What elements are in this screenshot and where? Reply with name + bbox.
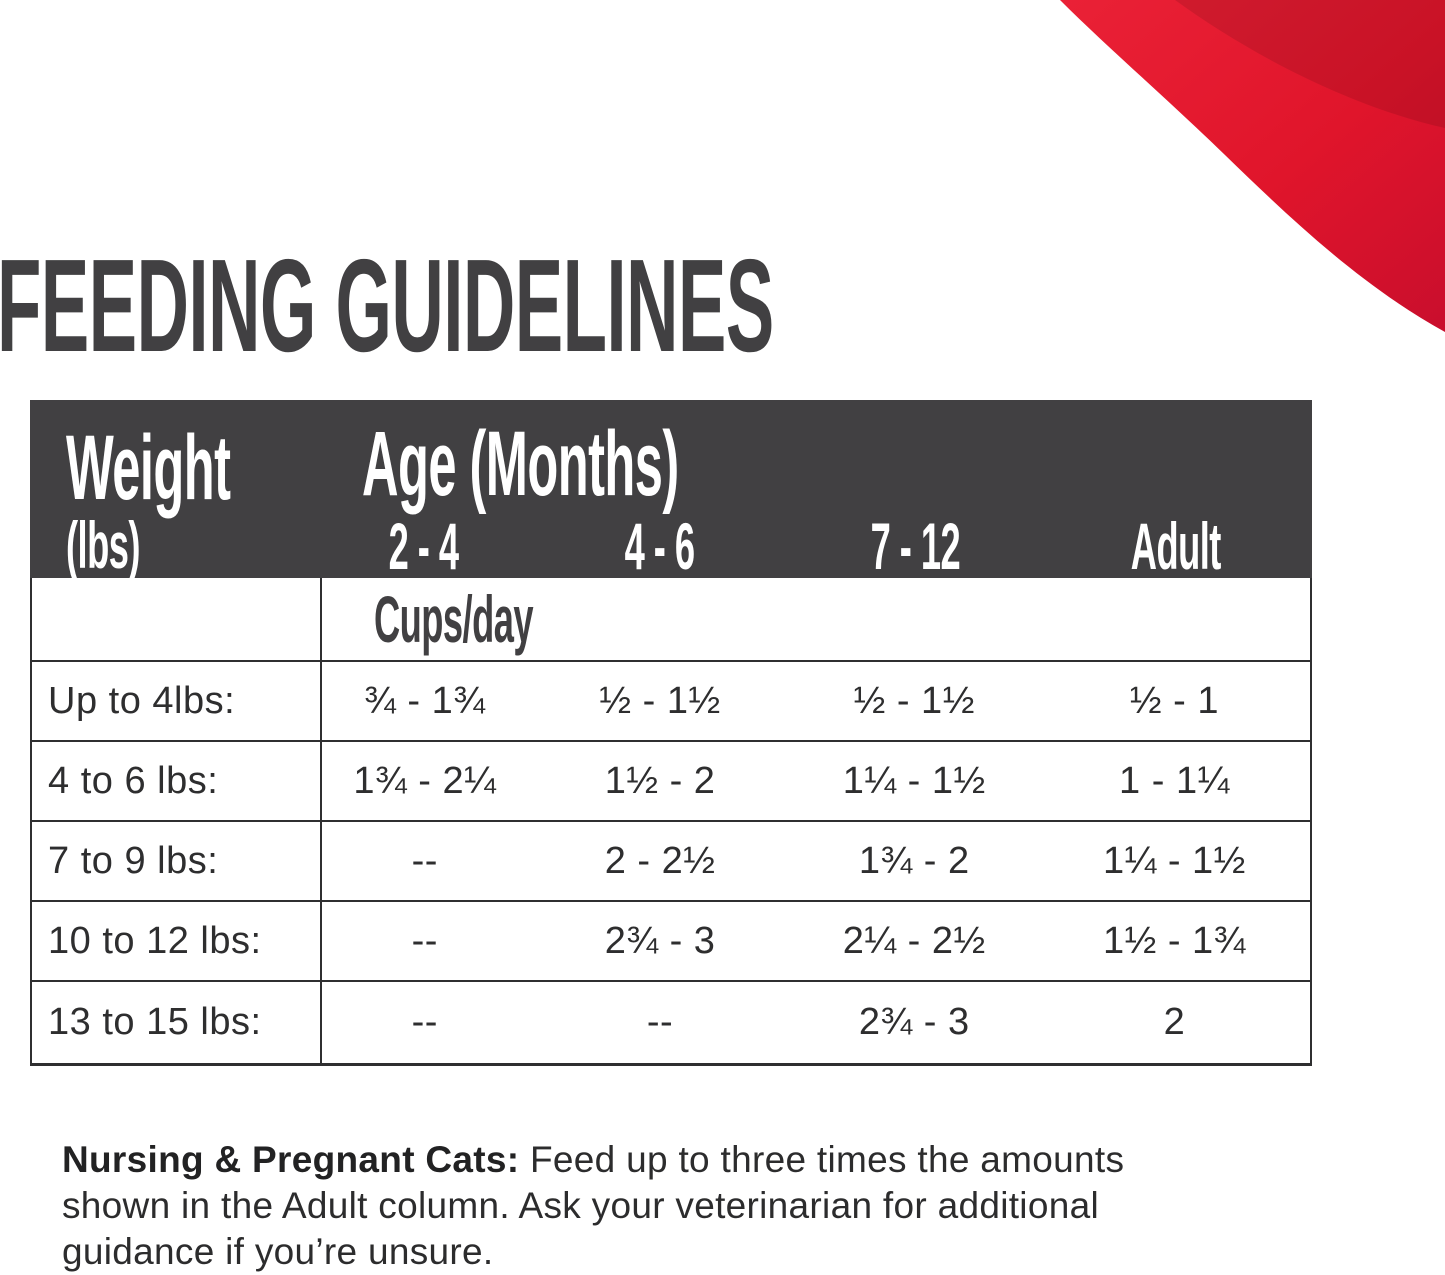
footnote-lead: Nursing & Pregnant Cats: — [62, 1139, 520, 1180]
page-title: FEEDING GUIDELINES — [0, 232, 774, 380]
cups-value: 1¼ - 1½ — [842, 759, 986, 802]
cups-value: 2¾ - 3 — [604, 919, 716, 962]
table-row: 10 to 12 lbs: -- 2¾ - 3 2¼ - 2½ 1½ - 1¾ — [32, 900, 1310, 980]
cups-value: 1½ - 2 — [604, 759, 716, 802]
cups-value: ¾ - 1¾ — [364, 679, 486, 722]
cups-value: -- — [411, 1001, 438, 1043]
feeding-guidelines-table: Weight (lbs) Age (Months) 2 - 4 4 - 6 7 … — [30, 400, 1312, 1066]
weight-column-divider — [320, 578, 322, 1063]
age-column-adult: Adult — [1130, 509, 1222, 583]
weight-range-label: 10 to 12 lbs: — [48, 919, 262, 962]
weight-range-label: Up to 4lbs: — [48, 679, 236, 722]
age-column-7-12: 7 - 12 — [870, 509, 960, 583]
cups-value: 1 - 1¼ — [1119, 759, 1230, 802]
cups-value: 1¼ - 1½ — [1102, 839, 1246, 882]
cups-value: ½ - 1½ — [599, 679, 721, 722]
table-header: Weight (lbs) Age (Months) 2 - 4 4 - 6 7 … — [30, 400, 1312, 582]
cups-value: 2¼ - 2½ — [842, 919, 986, 962]
cups-value: -- — [411, 839, 438, 882]
table-row: 4 to 6 lbs: 1¾ - 2¼ 1½ - 2 1¼ - 1½ 1 - 1… — [32, 740, 1310, 820]
cups-value: -- — [646, 1001, 674, 1043]
units-row: Cups/day — [32, 578, 1310, 660]
cups-value: 1½ - 1¾ — [1102, 919, 1246, 962]
footnote-line-1-text: Feed up to three times the amounts — [519, 1139, 1125, 1180]
age-column-4-6: 4 - 6 — [625, 509, 695, 583]
cups-value: 2¾ - 3 — [858, 1001, 970, 1043]
cups-value: 2 — [1163, 1001, 1186, 1043]
cups-value: 1¾ - 2 — [858, 839, 970, 882]
age-column-2-4: 2 - 4 — [389, 509, 459, 583]
cups-value: ½ - 1½ — [853, 679, 975, 722]
weight-unit-label: (lbs) — [66, 508, 140, 582]
footnote-line-2: shown in the Adult column. Ask your vete… — [62, 1185, 1099, 1226]
table-body: Cups/day Up to 4lbs: ¾ - 1¾ ½ - 1½ ½ - 1… — [30, 578, 1312, 1066]
cups-value: 1¾ - 2¼ — [353, 759, 497, 802]
cups-value: ½ - 1 — [1129, 679, 1219, 722]
footnote-line-1: Nursing & Pregnant Cats: Feed up to thre… — [62, 1137, 1392, 1183]
age-group-header: Age (Months) — [362, 413, 679, 515]
cups-value: 2 - 2½ — [604, 839, 716, 882]
table-row: 13 to 15 lbs: -- -- 2¾ - 3 2 — [32, 980, 1310, 1063]
red-swoosh-decoration — [1060, 0, 1445, 332]
weight-range-label: 13 to 15 lbs: — [48, 1001, 262, 1043]
weight-column-header: Weight — [66, 417, 231, 519]
table-row: Up to 4lbs: ¾ - 1¾ ½ - 1½ ½ - 1½ ½ - 1 — [32, 660, 1310, 740]
footnote-line-3: guidance if you’re unsure. — [62, 1231, 494, 1272]
cups-value: -- — [411, 919, 438, 962]
units-label: Cups/day — [374, 582, 534, 656]
weight-range-label: 7 to 9 lbs: — [48, 839, 219, 882]
weight-range-label: 4 to 6 lbs: — [48, 759, 219, 802]
table-row: 7 to 9 lbs: -- 2 - 2½ 1¾ - 2 1¼ - 1½ — [32, 820, 1310, 900]
nursing-pregnant-note: Nursing & Pregnant Cats: Feed up to thre… — [62, 1137, 1392, 1275]
